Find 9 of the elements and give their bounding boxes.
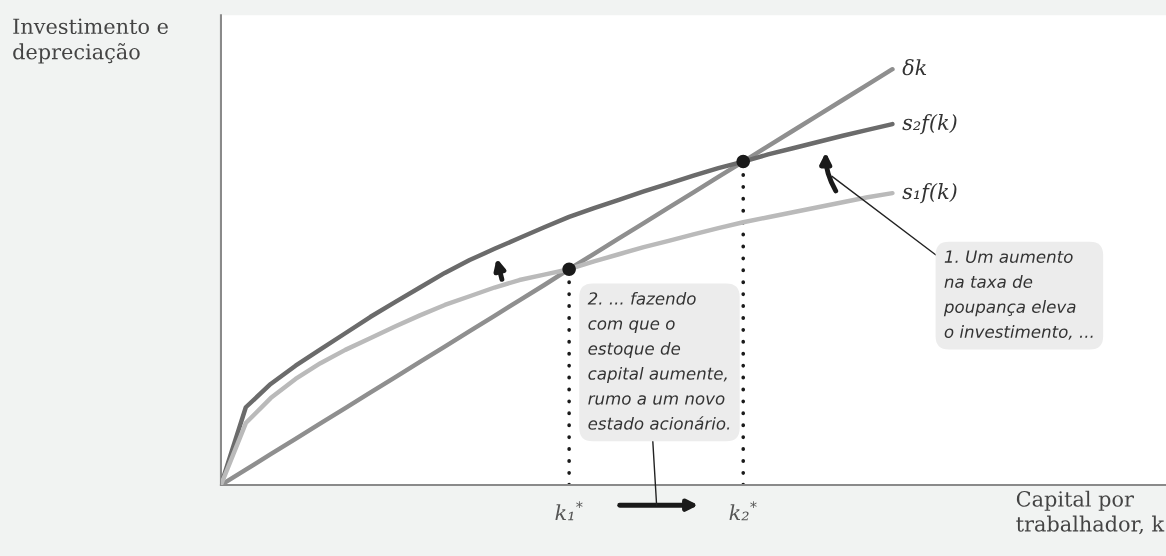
annotation: 1. Um aumento na taxa de poupança eleva o investimento, ...	[943, 250, 1093, 340]
annotation: 2. ... fazendo com que o estoque de capital aumente, rumo a um novo estado acionário.	[587, 291, 730, 430]
series-label: δk	[902, 59, 927, 76]
series-label: s₂f(k)	[902, 114, 957, 135]
x-axis-title: Capital por trabalhador, k	[1016, 490, 1165, 535]
series-label: s₁f(k)	[902, 183, 957, 204]
y-axis-title: Investimento e depreciação	[13, 18, 168, 64]
x-tick-label: k₁$^{*}$	[555, 501, 583, 521]
x-tick-label: k₂$^{*}$	[729, 501, 757, 521]
